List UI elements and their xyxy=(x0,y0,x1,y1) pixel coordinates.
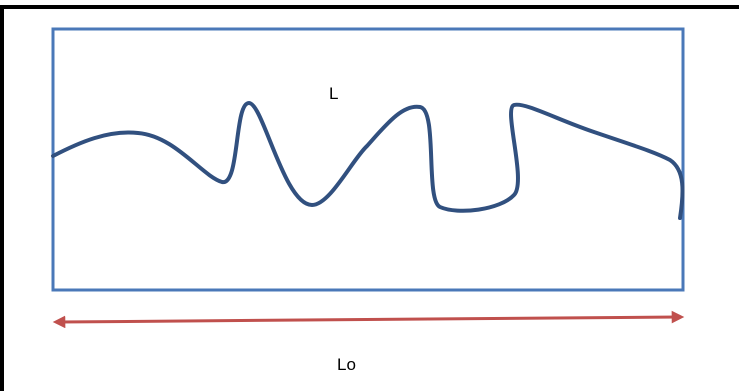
span-arrow xyxy=(52,310,685,329)
chain-curve xyxy=(51,101,685,220)
curve-length-label: L xyxy=(329,84,338,103)
container-box xyxy=(51,27,685,292)
span-length-label: Lo xyxy=(337,355,356,374)
outer-frame xyxy=(0,5,739,391)
